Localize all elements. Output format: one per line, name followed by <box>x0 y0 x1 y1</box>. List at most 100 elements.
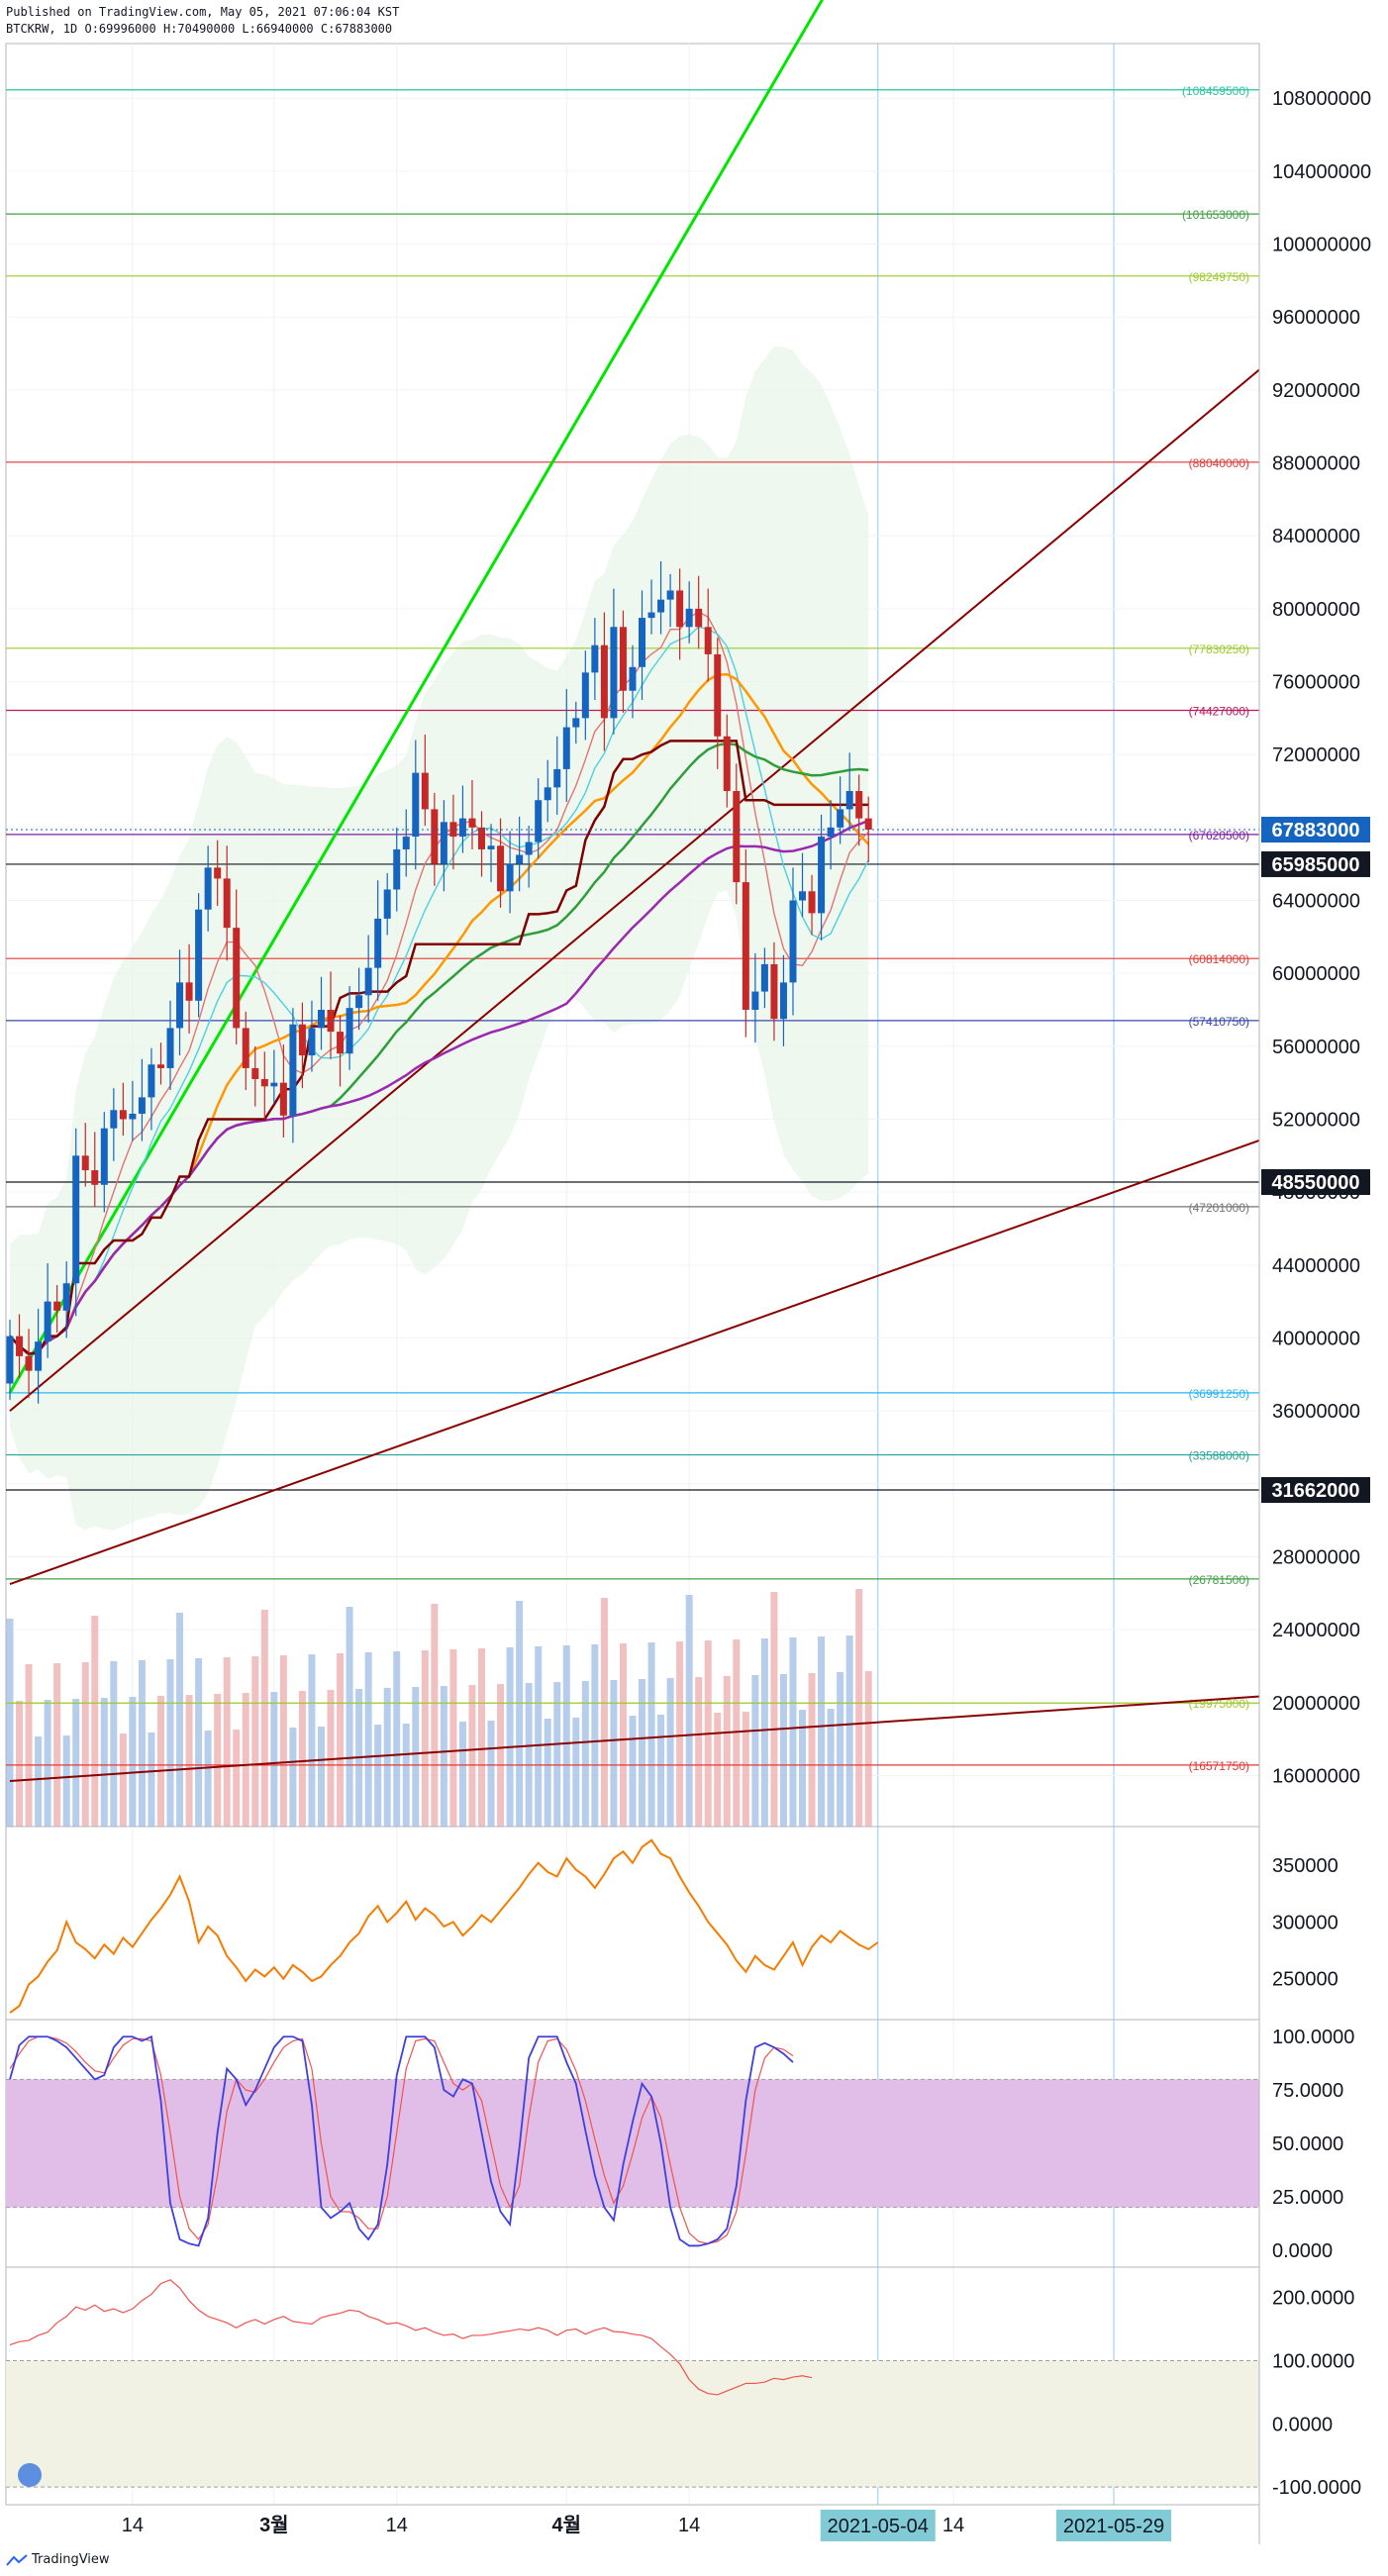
candle-body <box>233 928 241 1029</box>
volume-bar <box>799 1710 807 1827</box>
volume-bar <box>166 1659 174 1827</box>
candle-body <box>72 1155 80 1284</box>
volume-bar <box>317 1727 325 1827</box>
price-axis-tick-label: 96000000 <box>1272 307 1360 329</box>
candle-body <box>497 845 505 892</box>
candle-body <box>723 736 731 792</box>
volume-bar <box>685 1595 693 1827</box>
candle-body <box>458 818 466 838</box>
candle-body <box>855 791 863 819</box>
volume-bar <box>327 1690 335 1827</box>
chart-header: Published on TradingView.com, May 05, 20… <box>6 4 399 38</box>
volume-bar <box>16 1701 24 1827</box>
volume-bar <box>35 1736 43 1827</box>
volume-bar <box>449 1649 457 1827</box>
price-axis-tick-label: 76000000 <box>1272 672 1360 694</box>
candle-body <box>393 848 401 890</box>
indicator-axis-tick-label: 75.0000 <box>1272 2080 1343 2102</box>
candle-body <box>100 1128 108 1185</box>
volume-bar <box>81 1662 89 1827</box>
volume-bar <box>176 1613 184 1827</box>
date-marker-label: 2021-05-29 <box>1063 2516 1164 2537</box>
candle-body <box>506 863 514 892</box>
level-label: (98249750) <box>1189 270 1249 284</box>
candle-body <box>374 918 382 968</box>
candle-body <box>544 787 551 801</box>
volume-bar <box>233 1730 241 1827</box>
indicator-axis-tick-label: 25.0000 <box>1272 2187 1343 2209</box>
volume-bar <box>148 1733 155 1827</box>
price-marker-badge <box>1261 850 1370 877</box>
volume-bar <box>506 1647 514 1827</box>
chart-corner-badge-icon <box>18 2463 42 2487</box>
candle-body <box>6 1336 14 1384</box>
trend-line <box>9 1139 1260 1586</box>
candle-body <box>837 809 844 828</box>
level-label: (26781500) <box>1189 1573 1249 1587</box>
trend-line <box>9 1695 1260 1782</box>
candle-body <box>572 718 580 728</box>
candle-body <box>695 608 703 628</box>
tradingview-logo-icon <box>6 2553 28 2566</box>
volume-bar <box>393 1651 401 1827</box>
date-marker-badge <box>1056 2510 1172 2541</box>
tradingview-brand-label: TradingView <box>32 2552 110 2567</box>
indicator-series-line <box>9 1838 879 2014</box>
level-label: (57410750) <box>1189 1015 1249 1029</box>
indicator-axis-tick-label: 200.0000 <box>1272 2288 1354 2310</box>
volume-bar <box>91 1616 99 1827</box>
candle-body <box>176 982 184 1029</box>
volume-bar <box>629 1716 637 1827</box>
indicator-axis-tick-label: 100.0000 <box>1272 2350 1354 2372</box>
candle-body <box>214 867 222 879</box>
candle-body <box>845 791 853 810</box>
volume-bar <box>156 1696 164 1827</box>
candle-body <box>827 827 835 838</box>
level-label: (36991250) <box>1189 1387 1249 1401</box>
candle-body <box>440 822 447 864</box>
volume-bar <box>53 1663 61 1827</box>
candle-body <box>629 666 637 691</box>
tradingview-footer: TradingView <box>6 2552 110 2567</box>
price-axis-tick-label: 104000000 <box>1272 161 1371 183</box>
volume-bar <box>808 1673 816 1827</box>
bollinger-band-fill <box>10 346 869 1531</box>
volume-bar <box>298 1691 306 1827</box>
candle-body <box>600 644 608 719</box>
volume-bar <box>723 1676 731 1827</box>
level-label: (77830250) <box>1189 643 1249 656</box>
candle-body <box>242 1028 249 1068</box>
volume-bar <box>516 1601 524 1827</box>
candle-body <box>478 827 485 849</box>
volume-bar <box>223 1657 231 1827</box>
candle-body <box>327 1010 335 1033</box>
candle-body <box>251 1067 259 1079</box>
volume-bar <box>270 1692 278 1827</box>
candle-body <box>666 590 674 600</box>
moving-average-line <box>9 626 869 1355</box>
volume-bar <box>779 1674 787 1827</box>
indicator-series-line <box>9 2035 794 2244</box>
candle-body <box>110 1110 118 1129</box>
volume-bar <box>25 1664 33 1827</box>
volume-bar <box>647 1642 655 1827</box>
candle-body <box>704 627 712 654</box>
volume-bar <box>789 1637 797 1827</box>
candle-body <box>289 1024 297 1116</box>
indicator-series-line <box>9 2034 794 2247</box>
candle-body <box>562 727 570 769</box>
volume-bar <box>600 1598 608 1827</box>
candle-body <box>779 982 787 1020</box>
volume-bar <box>742 1712 749 1827</box>
level-label: (60814000) <box>1189 952 1249 966</box>
candle-body <box>733 791 741 883</box>
price-axis-tick-label: 92000000 <box>1272 380 1360 402</box>
candle-body <box>166 1028 174 1068</box>
candle-body <box>789 900 797 983</box>
candle-body <box>770 963 778 1020</box>
candle-body <box>364 967 372 996</box>
volume-bar <box>751 1675 759 1827</box>
level-label: (33588000) <box>1189 1449 1249 1463</box>
price-axis-tick-label: 88000000 <box>1272 453 1360 475</box>
